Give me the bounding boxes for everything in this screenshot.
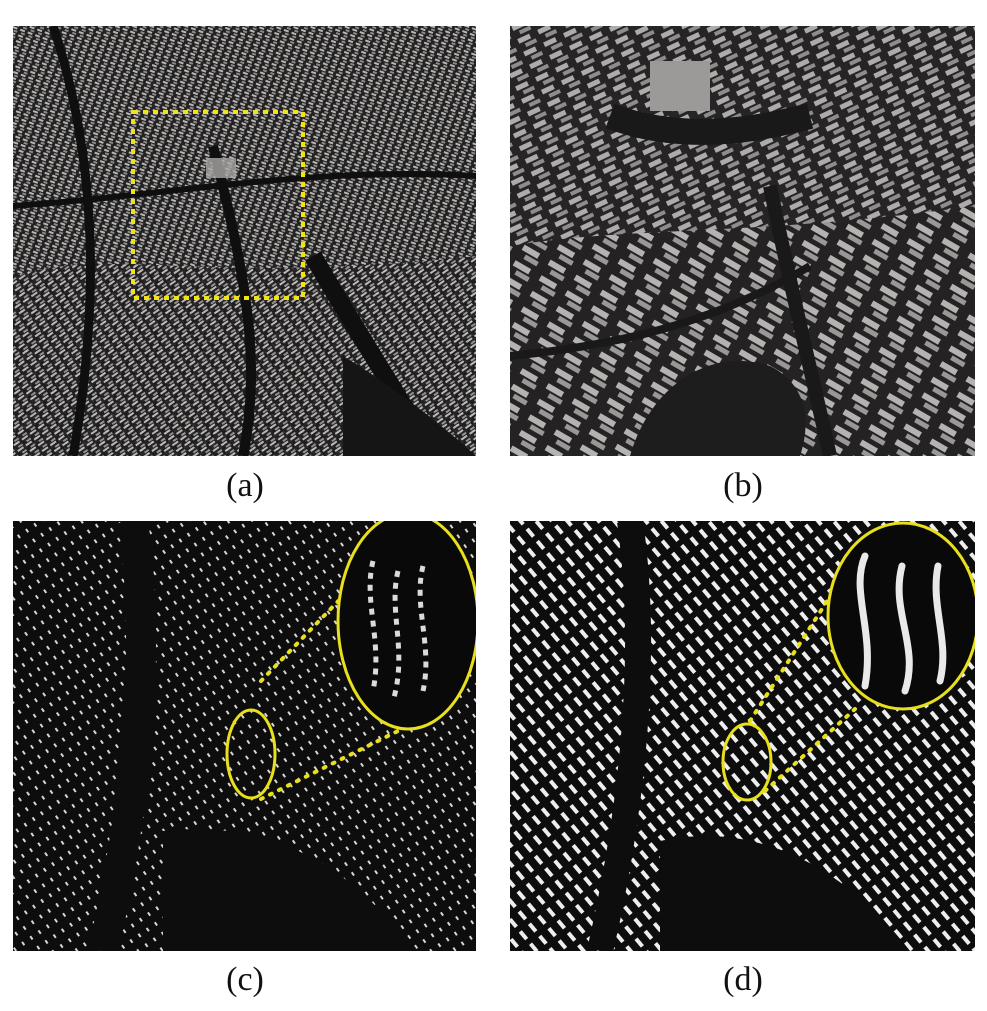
panel-a-city-overview — [13, 26, 476, 456]
caption-b: (b) — [723, 467, 763, 504]
panel-c-footprints-baseline — [13, 521, 476, 951]
footprints-baseline-image — [13, 521, 476, 951]
small-zoom-ellipse-d — [721, 722, 773, 802]
panel-d-footprints-proposed — [510, 521, 975, 951]
city-closeup-image — [510, 26, 975, 456]
city-overview-image — [13, 26, 476, 456]
large-zoom-ellipse — [336, 521, 476, 731]
caption-d: (d) — [723, 961, 763, 998]
selection-box — [131, 110, 305, 300]
small-zoom-ellipse — [225, 708, 277, 800]
footprints-proposed-image — [510, 521, 975, 951]
caption-a: (a) — [226, 467, 264, 504]
caption-c: (c) — [226, 961, 264, 998]
panel-b-city-closeup — [510, 26, 975, 456]
